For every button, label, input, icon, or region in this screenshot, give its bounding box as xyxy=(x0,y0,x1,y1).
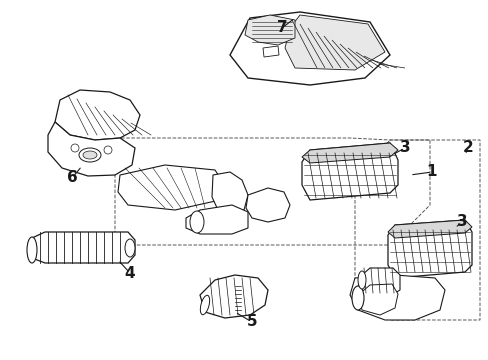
Polygon shape xyxy=(28,232,135,263)
Text: 4: 4 xyxy=(124,266,135,280)
Ellipse shape xyxy=(351,286,363,310)
Polygon shape xyxy=(185,205,247,234)
Text: 7: 7 xyxy=(276,21,287,36)
Polygon shape xyxy=(200,275,267,318)
Polygon shape xyxy=(263,46,279,57)
Circle shape xyxy=(104,146,112,154)
Polygon shape xyxy=(387,220,471,278)
Polygon shape xyxy=(357,268,399,295)
Text: 6: 6 xyxy=(66,171,77,185)
Circle shape xyxy=(71,144,79,152)
Polygon shape xyxy=(244,15,294,45)
Polygon shape xyxy=(118,165,224,210)
Ellipse shape xyxy=(83,151,97,159)
Text: 5: 5 xyxy=(246,315,257,329)
Polygon shape xyxy=(302,143,397,200)
Polygon shape xyxy=(349,275,444,320)
Ellipse shape xyxy=(79,148,101,162)
Polygon shape xyxy=(387,220,471,238)
Text: 1: 1 xyxy=(426,165,436,180)
Ellipse shape xyxy=(190,211,203,233)
Ellipse shape xyxy=(200,295,209,315)
Polygon shape xyxy=(48,122,135,176)
Ellipse shape xyxy=(357,271,365,289)
Text: 2: 2 xyxy=(462,140,472,156)
Polygon shape xyxy=(55,90,140,140)
Ellipse shape xyxy=(27,237,37,263)
Polygon shape xyxy=(302,143,397,163)
Text: 3: 3 xyxy=(399,140,409,156)
Polygon shape xyxy=(245,188,289,222)
Polygon shape xyxy=(229,12,389,85)
Polygon shape xyxy=(357,284,397,315)
Polygon shape xyxy=(212,172,247,215)
Text: 3: 3 xyxy=(456,215,467,230)
Polygon shape xyxy=(285,15,384,70)
Ellipse shape xyxy=(125,239,135,257)
